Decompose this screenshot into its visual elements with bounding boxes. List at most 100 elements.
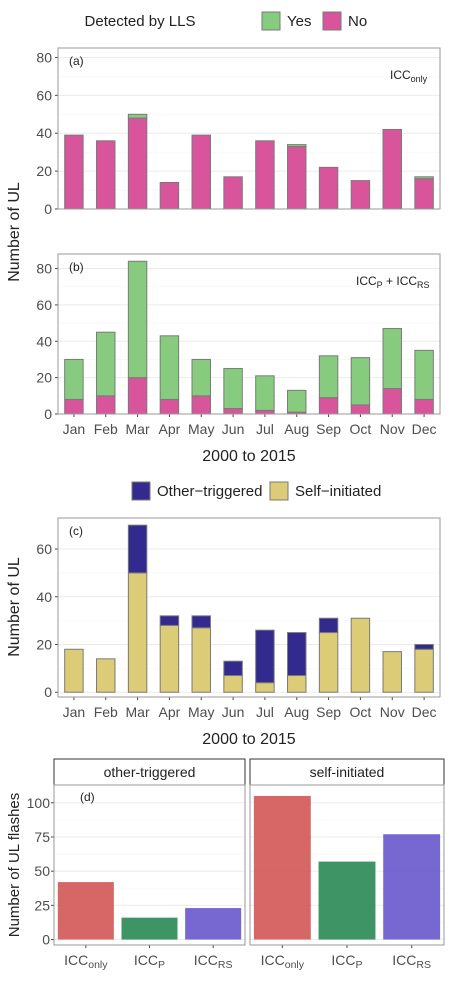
panel-border [57,253,441,415]
bar-no [414,398,434,415]
y-tick-label: 60 [36,297,52,313]
legend-detected: Detected by LLS Yes No [85,11,367,31]
bar-selfinitiated [223,675,243,693]
bar-othertriggered [223,660,243,677]
facet-self-initiated: self-initiated ICConly ICCP ICCRS [249,758,445,971]
panel-d-ylabel: Number of UL flashes [6,793,23,938]
legend-label-self: Self−initiated [295,483,381,500]
bar-othertriggered [191,615,211,629]
panel-border [249,784,445,946]
bar-selfinitiated [287,675,307,693]
y-tick-label: 60 [36,87,52,103]
bar-selfinitiated [318,632,339,693]
bar-selfinitiated [96,658,116,693]
legend-label-other: Other−triggered [157,483,262,500]
panel-border [57,517,441,698]
bar-othertriggered [318,617,339,634]
bar-selfinitiated [191,627,211,693]
x-tick-label: Apr [159,704,181,720]
panel-label: (d) [80,790,95,804]
bar-othertriggered [127,524,148,574]
bar-yes [159,335,180,400]
bar-no [318,397,339,415]
x-tick-label: May [188,421,214,437]
bar-no [382,388,402,415]
y-tick-label: 0 [44,406,52,422]
bar-othertriggered [287,632,307,677]
bar-no [159,181,180,210]
bar-no [255,140,275,210]
x-tick-label: Nov [380,704,405,720]
bar-selfinitiated [382,651,402,693]
bar-no [318,166,339,210]
bar-selfinitiated [255,682,275,693]
panel-c: 0 20 40 60 Jan Feb Mar Apr May Jun Jul Aug Sep Oct Nov… [36,517,441,720]
panel-c-ylabel: Number of UL [6,557,23,657]
x-tick-label: Feb [94,421,118,437]
x-tick-label: Dec [412,704,437,720]
x-tick-label: Feb [94,704,118,720]
x-tick-label: Oct [350,421,372,437]
facet-strip [249,758,445,786]
facet-strip-label: self-initiated [310,764,385,780]
bar-no [191,395,211,415]
facet-strip [53,758,246,786]
bar-no [255,409,275,415]
x-tick-label: May [188,704,214,720]
panel-label: (a) [69,54,84,68]
panel-a-annotation: ICConly [390,68,428,84]
y-tick-label: 80 [36,261,52,277]
bar-yes [318,355,339,399]
bar-p [121,917,178,940]
facet-other-triggered: other-triggered ICConly ICCP ICCRS [53,758,246,971]
bar-yes [223,368,243,410]
bar-selfinitiated [159,624,180,693]
x-tick-label: Mar [126,421,150,437]
bar-yes [96,331,116,397]
y-tick-label: 60 [36,541,52,557]
legend-key-yes [261,11,281,31]
legend-key-other [131,481,151,501]
x-tick-label: Jun [222,421,245,437]
y-tick-label: 0 [44,684,52,700]
x-tick-label: Apr [159,421,181,437]
bar-no [382,128,402,210]
bar-rs [383,834,441,940]
x-tick-label: Jun [222,704,245,720]
y-tick-label: 75 [34,829,50,845]
legend-key-self [269,481,289,501]
y-tick-label: 40 [36,333,52,349]
bar-no [223,176,243,210]
panel-a: 0 20 40 60 80 (a) ICConly [36,47,441,217]
bar-no [64,398,84,415]
x-tick-label: Nov [380,421,405,437]
bar-only [57,882,114,940]
x-tick-label: Sep [316,421,341,437]
x-tick-label: Dec [412,421,437,437]
legend-title: Detected by LLS [85,13,196,30]
bar-yes [287,144,307,147]
legend-label-no: No [348,13,367,30]
bar-selfinitiated [127,572,148,693]
bar-no [127,117,148,210]
legend-trigger: Other−triggered Self−initiated [131,481,381,501]
bar-othertriggered [414,643,434,650]
panel-b-annotation: ICCP + ICCRS [356,274,430,290]
x-tick-label: Mar [126,704,150,720]
bar-yes [127,260,148,379]
legend-label-yes: Yes [287,13,311,30]
y-tick-label: 25 [34,897,50,913]
facet-strip-label: other-triggered [104,764,196,780]
x-tick-label: Jul [256,704,274,720]
x-tick-label: ICConly [64,952,108,971]
x-tick-label: ICCP [331,952,362,971]
bar-selfinitiated [350,617,371,693]
bar-no [159,398,180,415]
x-tick-label: ICConly [261,952,305,971]
x-tick-label: ICCRS [194,952,233,971]
bar-no [414,178,434,210]
panel-border [57,47,441,210]
x-tick-label: ICCP [134,952,165,971]
panel-label: (b) [69,260,84,274]
